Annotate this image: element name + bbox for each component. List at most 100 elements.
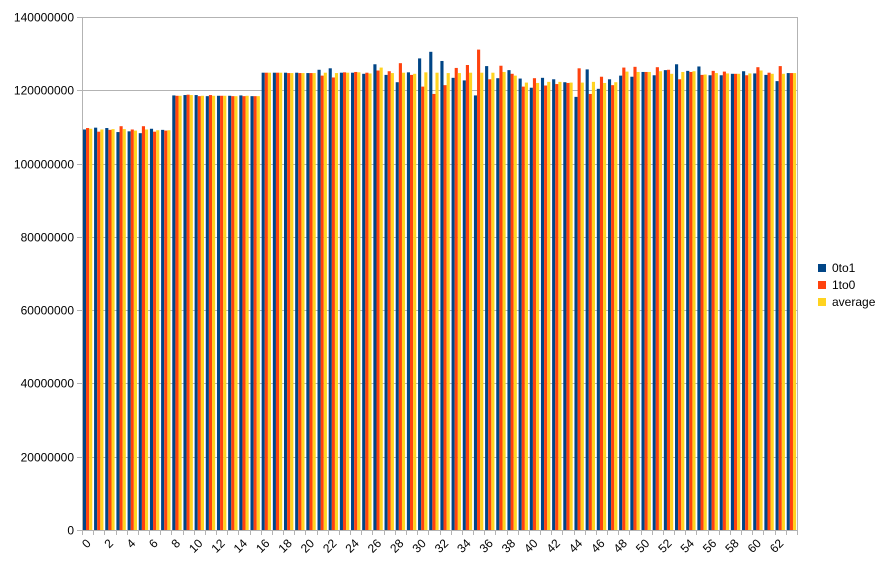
x-tick-label: 6 <box>146 536 161 551</box>
x-tick-label: 22 <box>320 536 340 556</box>
bar-0to1 <box>429 51 433 531</box>
bar-1to0 <box>231 96 235 531</box>
bar-0to1 <box>138 133 142 530</box>
y-tick-label: 0 <box>67 524 74 538</box>
bar-0to1 <box>697 66 701 530</box>
bar-average <box>178 95 182 530</box>
bar-1to0 <box>666 69 671 531</box>
bar-0to1 <box>596 88 600 530</box>
bar-0to1 <box>127 131 131 530</box>
bar-average <box>390 73 394 530</box>
bar-1to0 <box>678 79 682 530</box>
bar-0to1 <box>585 69 589 531</box>
x-tick-label: 20 <box>298 536 318 556</box>
y-tick-label: 20000000 <box>21 451 75 465</box>
bar-average <box>401 72 406 530</box>
bar-1to0 <box>376 70 380 530</box>
bar-1to0 <box>599 76 604 530</box>
legend-item-average: average <box>818 293 875 310</box>
bar-average <box>636 71 640 531</box>
bar-average <box>625 71 629 530</box>
bar-1to0 <box>432 93 436 530</box>
bar-average <box>368 73 372 531</box>
bar-1to0 <box>253 96 257 531</box>
bar-1to0 <box>510 73 514 531</box>
bar-1to0 <box>309 73 313 530</box>
bar-0to1 <box>641 71 645 531</box>
y-tick-label: 120000000 <box>14 84 74 98</box>
bar-average <box>681 71 685 531</box>
x-tick-label: 28 <box>387 536 407 556</box>
bar-0to1 <box>529 87 533 530</box>
bar-average <box>89 128 93 530</box>
bar-0to1 <box>496 78 500 530</box>
bar-0to1 <box>250 96 254 531</box>
bar-0to1 <box>764 74 768 531</box>
bar-average <box>748 73 752 531</box>
bar-average <box>413 73 417 531</box>
bar-1to0 <box>745 75 749 530</box>
bar-average <box>770 73 774 531</box>
x-tick-label: 60 <box>745 536 765 556</box>
bar-1to0 <box>756 67 760 530</box>
bar-1to0 <box>778 66 782 530</box>
bar-0to1 <box>82 129 87 531</box>
bar-average <box>346 72 350 530</box>
bar-0to1 <box>161 129 165 531</box>
bar-0to1 <box>630 76 634 530</box>
bar-0to1 <box>351 72 355 530</box>
bar-average <box>692 71 696 530</box>
bar-1to0 <box>477 49 481 531</box>
x-tick-label: 54 <box>678 536 698 556</box>
legend-label: 0to1 <box>832 260 856 275</box>
bar-average <box>312 73 316 530</box>
bar-0to1 <box>753 73 757 531</box>
bar-0to1 <box>440 60 444 530</box>
bar-1to0 <box>354 71 358 531</box>
bar-1to0 <box>130 129 134 531</box>
x-tick-label: 36 <box>477 536 497 556</box>
bar-1to0 <box>711 70 715 531</box>
bar-1to0 <box>577 68 581 531</box>
x-tick-label: 46 <box>588 536 608 556</box>
x-tick-label: 32 <box>432 536 452 556</box>
bar-1to0 <box>108 129 112 531</box>
bar-1to0 <box>398 63 402 531</box>
bar-1to0 <box>331 77 335 531</box>
bar-1to0 <box>633 66 637 530</box>
bar-0to1 <box>149 128 154 530</box>
legend-item-0to1: 0to1 <box>818 259 875 276</box>
bar-average <box>569 82 573 530</box>
bar-1to0 <box>141 126 146 530</box>
bar-average <box>491 72 495 530</box>
bar-0to1 <box>205 96 209 531</box>
x-tick-label: 34 <box>454 536 474 556</box>
bar-1to0 <box>186 94 190 531</box>
bar-1to0 <box>789 73 793 530</box>
bar-average <box>111 129 115 530</box>
x-tick-label: 50 <box>633 536 653 556</box>
bar-1to0 <box>275 72 280 530</box>
bar-0to1 <box>786 73 790 530</box>
x-tick-label: 48 <box>611 536 631 556</box>
bar-1to0 <box>532 78 537 530</box>
legend-item-1to0: 1to0 <box>818 276 875 293</box>
bar-1to0 <box>298 73 302 530</box>
bar-0to1 <box>216 95 221 530</box>
bar-0to1 <box>395 82 399 530</box>
bar-average <box>167 130 171 531</box>
bar-1to0 <box>689 71 693 531</box>
bar-0to1 <box>362 73 366 531</box>
bar-0to1 <box>607 79 612 530</box>
y-tick-label: 60000000 <box>21 304 75 318</box>
bar-average <box>480 72 484 530</box>
bar-1to0 <box>622 67 626 530</box>
bar-1to0 <box>443 85 447 530</box>
bar-average <box>245 95 249 530</box>
bar-1to0 <box>566 82 570 531</box>
bar-0to1 <box>708 75 712 530</box>
bar-average <box>279 72 283 530</box>
bar-average <box>435 72 439 530</box>
bar-average <box>603 82 607 531</box>
